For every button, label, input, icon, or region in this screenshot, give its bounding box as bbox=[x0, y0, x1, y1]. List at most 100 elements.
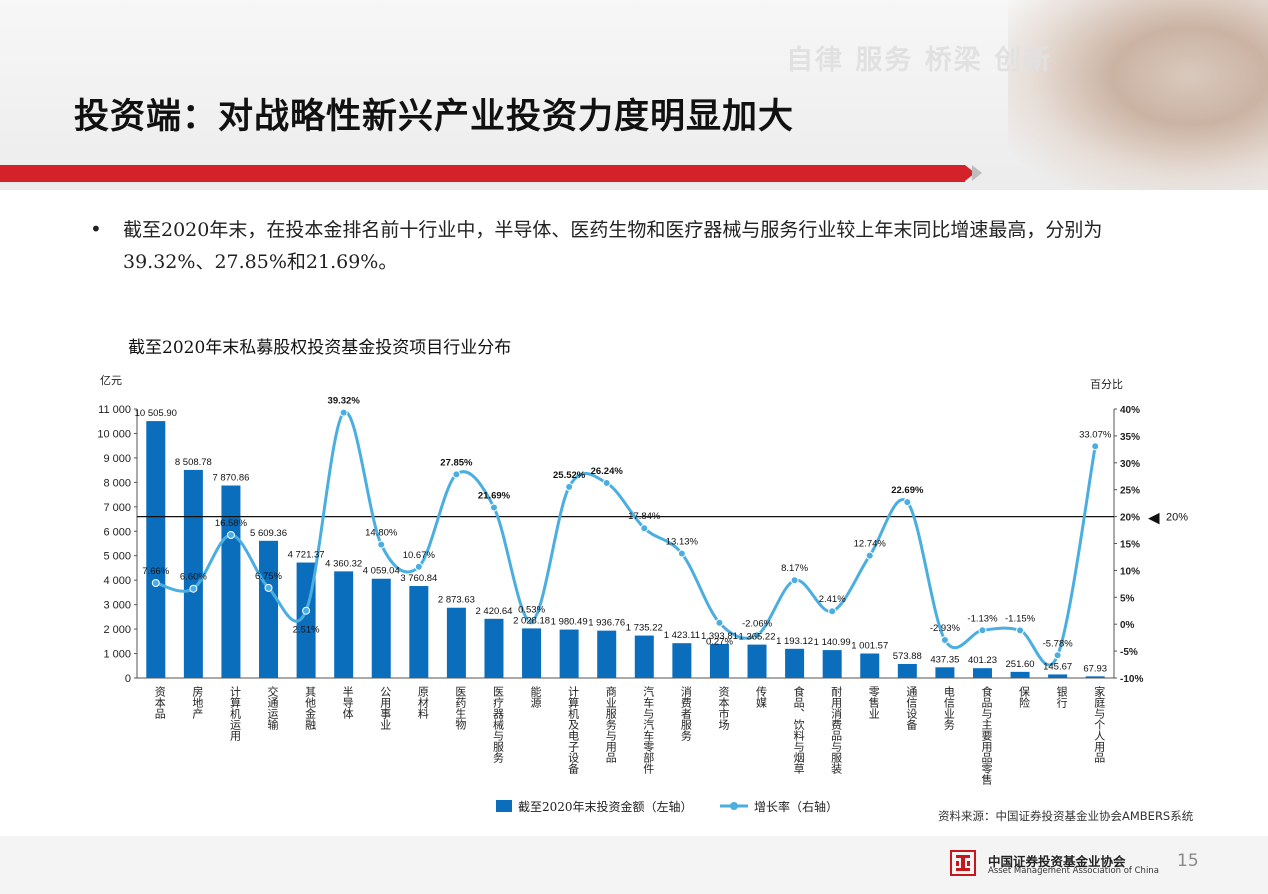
growth-point-25 bbox=[1091, 442, 1100, 451]
bar-value-label: 1 393.81 bbox=[701, 631, 738, 642]
slogan: 自律 服务 桥梁 创新 bbox=[786, 45, 1053, 76]
growth-point-18 bbox=[828, 607, 837, 616]
bar-value-label: 1 001.57 bbox=[851, 641, 888, 652]
bar-25 bbox=[1085, 676, 1105, 678]
category-label: 原材料 bbox=[416, 686, 429, 720]
category-label: 商业服务与用品 bbox=[604, 685, 617, 763]
bar-value-label: 1 735.22 bbox=[626, 623, 663, 634]
category-label: 传媒 bbox=[755, 686, 768, 709]
bar-value-label: 437.35 bbox=[930, 654, 959, 665]
growth-value-label: 0.53% bbox=[518, 604, 545, 615]
category-label: 电信业务 bbox=[942, 686, 955, 730]
bar-9 bbox=[484, 618, 504, 678]
bar-24 bbox=[1048, 674, 1068, 678]
bar-2 bbox=[221, 485, 241, 678]
bar-value-label: 67.93 bbox=[1083, 663, 1107, 674]
bar-6 bbox=[371, 578, 391, 678]
category-label: 汽车与汽车零部件 bbox=[642, 685, 655, 775]
category-label: 房地产 bbox=[191, 686, 204, 720]
bar-5 bbox=[334, 571, 354, 678]
legend-bar-label: 截至2020年末投资金额（左轴） bbox=[518, 799, 693, 814]
footer bbox=[0, 836, 1268, 894]
right-axis-unit: 百分比 bbox=[1090, 378, 1123, 391]
industry-distribution-chart: 0 1 000 2 000 3 000 4 000 5 000 6 000 7 000 8 00… bbox=[97, 374, 1188, 814]
bar-12 bbox=[597, 630, 617, 678]
bar-20 bbox=[897, 663, 917, 678]
growth-point-0 bbox=[151, 578, 160, 587]
growth-point-9 bbox=[489, 503, 498, 512]
growth-value-label: 16.58% bbox=[215, 518, 248, 529]
bar-value-label: 251.60 bbox=[1006, 659, 1035, 670]
growth-value-label: -1.15% bbox=[1005, 613, 1036, 624]
category-label: 能源 bbox=[529, 685, 542, 709]
growth-value-label: 6.60% bbox=[180, 572, 207, 583]
growth-value-label: 22.69% bbox=[891, 485, 924, 496]
reference-marker-icon: ◀ bbox=[1148, 509, 1160, 527]
growth-value-label: 33.07% bbox=[1079, 429, 1112, 440]
bar-value-label: 4 360.32 bbox=[325, 558, 362, 569]
growth-point-19 bbox=[865, 551, 874, 560]
growth-value-label: 8.17% bbox=[781, 563, 808, 574]
category-label: 消费者服务 bbox=[679, 685, 692, 741]
bar-22 bbox=[972, 668, 992, 678]
growth-value-label: 21.69% bbox=[478, 491, 511, 502]
bar-value-label: 8 508.78 bbox=[175, 457, 212, 468]
left-tick-label: 10 000 bbox=[97, 428, 131, 440]
growth-point-12 bbox=[602, 479, 611, 488]
left-axis-unit: 亿元 bbox=[100, 374, 122, 387]
growth-value-label: 25.52% bbox=[553, 470, 586, 481]
growth-point-10 bbox=[527, 617, 536, 626]
right-tick-label: -5% bbox=[1120, 647, 1138, 658]
bar-15 bbox=[709, 643, 729, 678]
bar-value-label: 2 028.18 bbox=[513, 615, 550, 626]
legend-line-marker bbox=[730, 802, 738, 810]
left-tick-label: 2 000 bbox=[103, 624, 131, 636]
growth-value-label: 7.66% bbox=[142, 566, 169, 577]
gray-arrow-icon bbox=[972, 165, 982, 181]
bar-value-label: 1 936.76 bbox=[588, 618, 625, 629]
growth-point-24 bbox=[1053, 651, 1062, 660]
bar-3 bbox=[259, 540, 279, 678]
category-label: 医药生物 bbox=[454, 686, 467, 730]
bar-7 bbox=[409, 586, 429, 678]
growth-value-label: 0.27% bbox=[706, 637, 733, 648]
decorative-seal-image bbox=[1008, 0, 1268, 190]
growth-point-4 bbox=[302, 606, 311, 615]
left-tick-label: 0 bbox=[125, 673, 131, 685]
growth-value-label: 14.80% bbox=[365, 528, 398, 539]
left-tick-label: 11 000 bbox=[98, 404, 131, 416]
bar-18 bbox=[822, 650, 842, 678]
growth-value-label: 6.75% bbox=[255, 571, 282, 582]
growth-value-label: 2.51% bbox=[293, 625, 320, 636]
bar-value-label: 2 420.64 bbox=[475, 606, 512, 617]
bar-value-label: 1 365.22 bbox=[739, 632, 776, 643]
category-label: 资本市场 bbox=[717, 686, 730, 731]
category-label: 公用事业 bbox=[379, 686, 392, 730]
bar-value-label: 1 193.12 bbox=[776, 636, 813, 647]
bar-value-label: 5 609.36 bbox=[250, 528, 287, 539]
bar-value-label: 4 059.04 bbox=[363, 566, 400, 577]
bar-value-label: 4 721.37 bbox=[288, 550, 325, 561]
growth-value-label: 2.41% bbox=[819, 594, 846, 605]
bar-1 bbox=[183, 469, 203, 678]
right-tick-label: 15% bbox=[1120, 540, 1140, 551]
bar-23 bbox=[1010, 671, 1030, 678]
bar-10 bbox=[522, 628, 542, 678]
category-label: 资本品 bbox=[153, 686, 166, 719]
category-label: 食品与主要用品零售 bbox=[980, 685, 993, 786]
growth-point-3 bbox=[264, 583, 273, 592]
category-label: 家庭与个人用品 bbox=[1093, 685, 1106, 763]
growth-point-6 bbox=[377, 540, 386, 549]
left-tick-label: 7 000 bbox=[103, 502, 131, 514]
growth-point-11 bbox=[565, 482, 574, 491]
category-label: 通信设备 bbox=[905, 686, 918, 731]
chart-title: 截至2020年末私募股权投资基金投资项目行业分布 bbox=[128, 338, 512, 358]
growth-value-label: 39.32% bbox=[328, 396, 361, 407]
category-label: 其他金融 bbox=[304, 686, 317, 731]
growth-point-16 bbox=[753, 631, 762, 640]
right-tick-label: 10% bbox=[1120, 566, 1140, 577]
category-label: 计算机运用 bbox=[228, 686, 241, 742]
growth-point-5 bbox=[339, 408, 348, 417]
bar-value-label: 1 423.11 bbox=[664, 630, 700, 641]
bullet-text: 截至2020年末，在投本金排名前十行业中，半导体、医药生物和医疗器械与服务行业较… bbox=[123, 219, 1103, 273]
